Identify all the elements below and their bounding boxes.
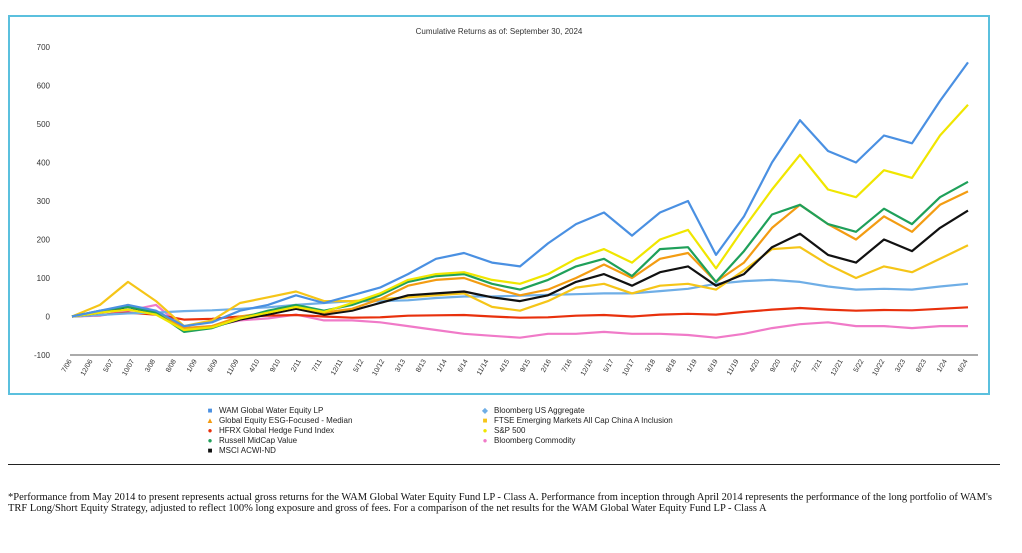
y-tick-label: -100 (34, 351, 51, 360)
legend-label: Russell MidCap Value (219, 436, 298, 445)
x-tick-label: 12/16 (580, 358, 595, 377)
x-tick-label: 10/22 (872, 358, 887, 377)
x-tick-label: 7/11 (311, 358, 324, 373)
x-tick-label: 3/23 (894, 358, 907, 373)
x-tick-label: 2/11 (290, 358, 303, 373)
legend-marker-icon: ● (482, 426, 488, 435)
legend-item: ◆ Bloomberg US Aggregate (480, 406, 673, 416)
footnote: *Performance from May 2014 to present re… (8, 492, 992, 514)
legend-item: ● S&P 500 (480, 426, 673, 436)
legend-label: Global Equity ESG-Focused - Median (219, 416, 353, 425)
x-tick-label: 12/06 (80, 358, 95, 377)
legend-label: FTSE Emerging Markets All Cap China A In… (494, 416, 673, 425)
x-tick-label: 3/08 (144, 358, 157, 373)
legend-item: ● Bloomberg Commodity (480, 436, 673, 446)
legend-marker-icon: ● (207, 436, 213, 445)
x-tick-label: 7/06 (61, 358, 74, 373)
y-tick-label: 400 (37, 159, 51, 168)
x-tick-label: 1/09 (186, 358, 199, 373)
x-tick-label: 5/12 (353, 358, 366, 373)
y-tick-label: 200 (37, 236, 51, 245)
series-line-wam-global-water-equity-lp (71, 61, 969, 328)
legend-marker-icon: ■ (482, 416, 488, 425)
x-tick-label: 7/16 (561, 358, 574, 373)
x-tick-label: 10/17 (622, 358, 637, 377)
y-tick-label: 600 (37, 82, 51, 91)
legend-label: HFRX Global Hedge Fund Index (219, 426, 335, 435)
legend-column-right: ◆ Bloomberg US Aggregate ■ FTSE Emerging Ma… (480, 406, 673, 446)
x-tick-label: 11/14 (476, 358, 491, 376)
legend-label: Bloomberg Commodity (494, 436, 576, 445)
x-tick-label: 6/09 (207, 358, 220, 373)
legend-item: ● HFRX Global Hedge Fund Index (205, 426, 352, 436)
x-tick-label: 11/09 (226, 358, 241, 376)
legend-item: ■ WAM Global Water Equity LP (205, 406, 352, 416)
legend-marker-icon: ◆ (481, 406, 489, 415)
x-tick-label: 6/24 (957, 358, 970, 373)
legend-marker-icon: ● (482, 436, 488, 445)
cumulative-returns-chart: Cumulative Returns as of: September 30, … (34, 27, 978, 377)
legend-label: Bloomberg US Aggregate (494, 406, 585, 415)
x-tick-label: 9/20 (769, 358, 782, 373)
legend-label: MSCI ACWI-ND (219, 446, 276, 455)
legend-item: ▲ Global Equity ESG-Focused - Median (205, 416, 352, 426)
y-tick-label: 300 (37, 197, 51, 206)
x-tick-label: 8/18 (665, 358, 678, 373)
legend-label: S&P 500 (494, 426, 526, 435)
legend-marker-icon: ■ (207, 446, 213, 455)
divider-line (8, 464, 1000, 465)
x-tick-label: 12/21 (830, 358, 845, 377)
x-tick-label: 9/10 (269, 358, 282, 373)
series-line-ftse-emerging-markets-all-cap-china-a-inclusion (71, 244, 969, 328)
x-tick-label: 11/19 (726, 358, 741, 376)
x-tick-label: 5/22 (853, 358, 866, 373)
x-tick-label: 5/17 (603, 358, 616, 373)
legend-marker-icon: ■ (207, 406, 213, 415)
chart-frame: Cumulative Returns as of: September 30, … (8, 15, 990, 395)
y-tick-label: 0 (46, 313, 51, 322)
x-tick-label: 4/15 (498, 358, 511, 373)
x-tick-label: 2/21 (790, 358, 803, 373)
y-tick-label: 700 (37, 43, 51, 52)
legend-marker-icon: ▲ (206, 416, 214, 425)
legend-marker-icon: ● (207, 426, 213, 435)
series-line-s-p-500 (71, 104, 969, 332)
x-tick-label: 8/08 (165, 358, 178, 373)
x-tick-label: 8/23 (915, 358, 928, 373)
x-tick-label: 7/21 (811, 358, 824, 373)
x-tick-label: 1/24 (936, 358, 949, 373)
x-tick-label: 4/10 (248, 358, 261, 373)
y-tick-label: 100 (37, 274, 51, 283)
x-tick-label: 8/13 (415, 358, 428, 373)
legend-item: ■ MSCI ACWI-ND (205, 446, 352, 456)
x-tick-label: 10/12 (371, 358, 386, 377)
x-tick-label: 9/15 (519, 358, 532, 373)
x-tick-label: 6/19 (707, 358, 720, 373)
y-tick-label: 500 (37, 120, 51, 129)
chart-title: Cumulative Returns as of: September 30, … (416, 27, 583, 36)
x-tick-label: 10/07 (121, 358, 136, 377)
x-tick-label: 5/07 (103, 358, 116, 373)
x-tick-label: 1/14 (436, 358, 449, 373)
legend-item: ■ FTSE Emerging Markets All Cap China A I… (480, 416, 673, 426)
series-line-msci-acwi-nd (71, 209, 969, 332)
legend-column-left: ■ WAM Global Water Equity LP ▲ Global Equit… (205, 406, 352, 456)
x-tick-label: 12/11 (330, 358, 345, 376)
series-line-global-equity-esg-focused-median (71, 190, 969, 330)
legend-item: ● Russell MidCap Value (205, 436, 352, 446)
x-tick-label: 2/16 (540, 358, 553, 373)
x-tick-label: 3/18 (644, 358, 657, 373)
legend-label: WAM Global Water Equity LP (219, 406, 324, 415)
series-line-hfrx-global-hedge-fund-index (71, 306, 969, 321)
x-tick-label: 6/14 (457, 358, 470, 373)
x-tick-label: 1/19 (686, 358, 699, 373)
x-tick-label: 3/13 (394, 358, 407, 373)
x-tick-label: 4/20 (748, 358, 761, 373)
